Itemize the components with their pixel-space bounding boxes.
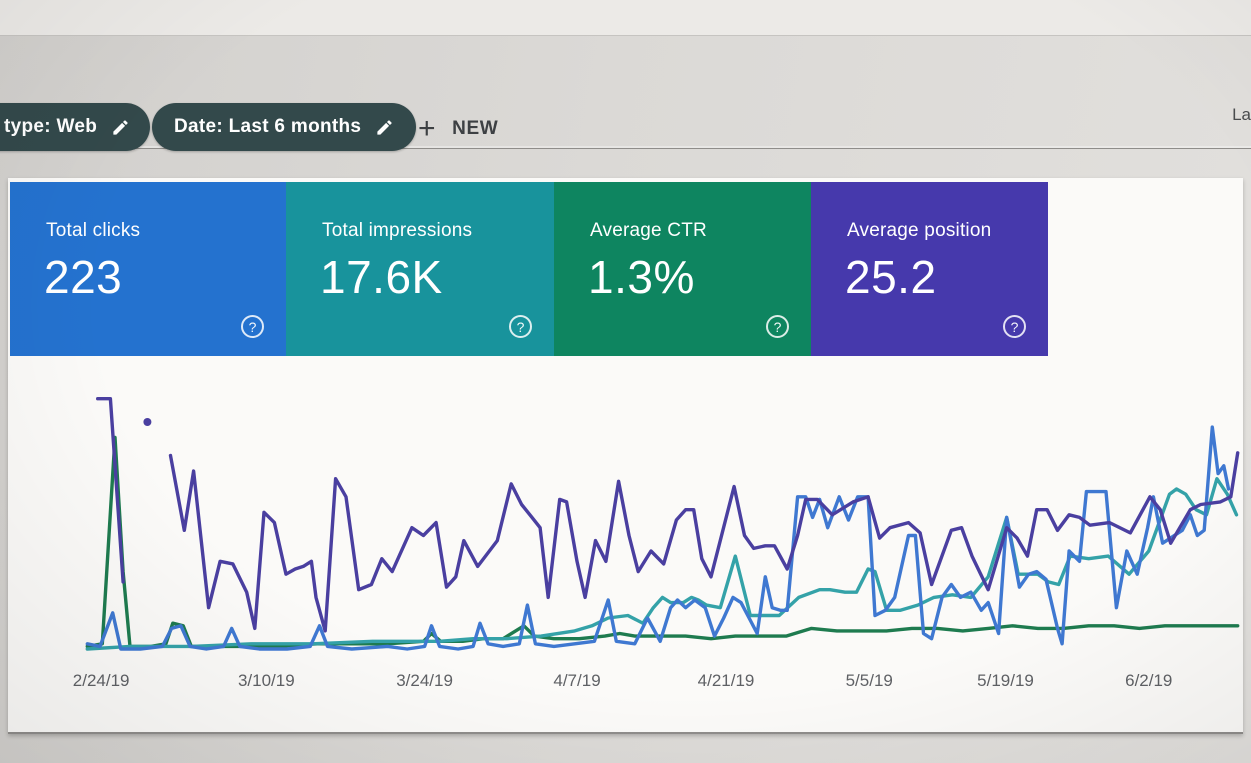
total-clicks-card[interactable]: Total clicks 223 ? [10, 182, 286, 356]
x-axis-tick-label: 5/5/19 [845, 671, 893, 690]
question-mark-circle-icon[interactable]: ? [241, 315, 264, 338]
search-type-filter-chip[interactable]: type: Web [0, 103, 151, 151]
card-title: Total impressions [322, 220, 473, 241]
search-type-chip-label: type: Web [4, 116, 98, 137]
average-ctr-card[interactable]: Average CTR 1.3% ? [554, 182, 811, 356]
x-axis-tick-label: 4/7/19 [553, 671, 601, 690]
pencil-edit-icon[interactable] [111, 118, 130, 137]
question-mark-circle-icon[interactable]: ? [766, 315, 789, 338]
position-gap-dot [143, 418, 152, 426]
new-filter-label: NEW [452, 118, 499, 139]
total-impressions-card[interactable]: Total impressions 17.6K ? [286, 182, 554, 356]
performance-chart: 2/24/19 3/10/19 3/24/19 4/7/19 4/21/19 5/5/19… [73, 383, 1240, 713]
pencil-edit-icon[interactable] [375, 118, 394, 137]
card-value: 25.2 [845, 251, 937, 303]
position-line [168, 451, 1240, 633]
x-axis-tick-label: 2/24/19 [72, 671, 130, 690]
x-axis-labels: 2/24/19 3/10/19 3/24/19 4/7/19 4/21/19 5/5/19… [73, 671, 1240, 695]
position-line [95, 396, 125, 584]
card-value: 17.6K [320, 251, 443, 303]
plus-icon: + [418, 112, 437, 145]
question-mark-circle-icon[interactable]: ? [509, 315, 532, 338]
x-axis-tick-label: 3/10/19 [237, 671, 295, 690]
impressions-line [85, 476, 1239, 651]
performance-chart-svg [85, 396, 1240, 651]
x-axis-tick-label: 4/21/19 [697, 671, 755, 690]
card-title: Total clicks [46, 220, 141, 241]
card-title: Average CTR [590, 220, 707, 241]
x-axis-tick-label: 3/24/19 [396, 671, 453, 690]
browser-top-strip [0, 0, 1251, 36]
card-title: Average position [847, 220, 992, 241]
filter-bar: type: Web Date: Last 6 months + NEW La [0, 37, 1251, 151]
question-mark-circle-icon[interactable]: ? [1003, 315, 1026, 338]
card-value: 1.3% [588, 251, 695, 303]
performance-panel: Total clicks 223 ? Total impressions 17.… [8, 178, 1243, 734]
date-range-chip-label: Date: Last 6 months [174, 116, 362, 137]
clicks-line [85, 425, 1231, 651]
x-axis-tick-label: 6/2/19 [1125, 671, 1173, 690]
new-filter-button[interactable]: + NEW [418, 109, 498, 149]
x-axis-tick-label: 5/19/19 [977, 671, 1034, 690]
card-value: 223 [44, 251, 123, 303]
average-position-card[interactable]: Average position 25.2 ? [811, 182, 1048, 356]
last-updated-partial-text: La [1232, 105, 1251, 124]
date-range-filter-chip[interactable]: Date: Last 6 months [152, 103, 417, 151]
